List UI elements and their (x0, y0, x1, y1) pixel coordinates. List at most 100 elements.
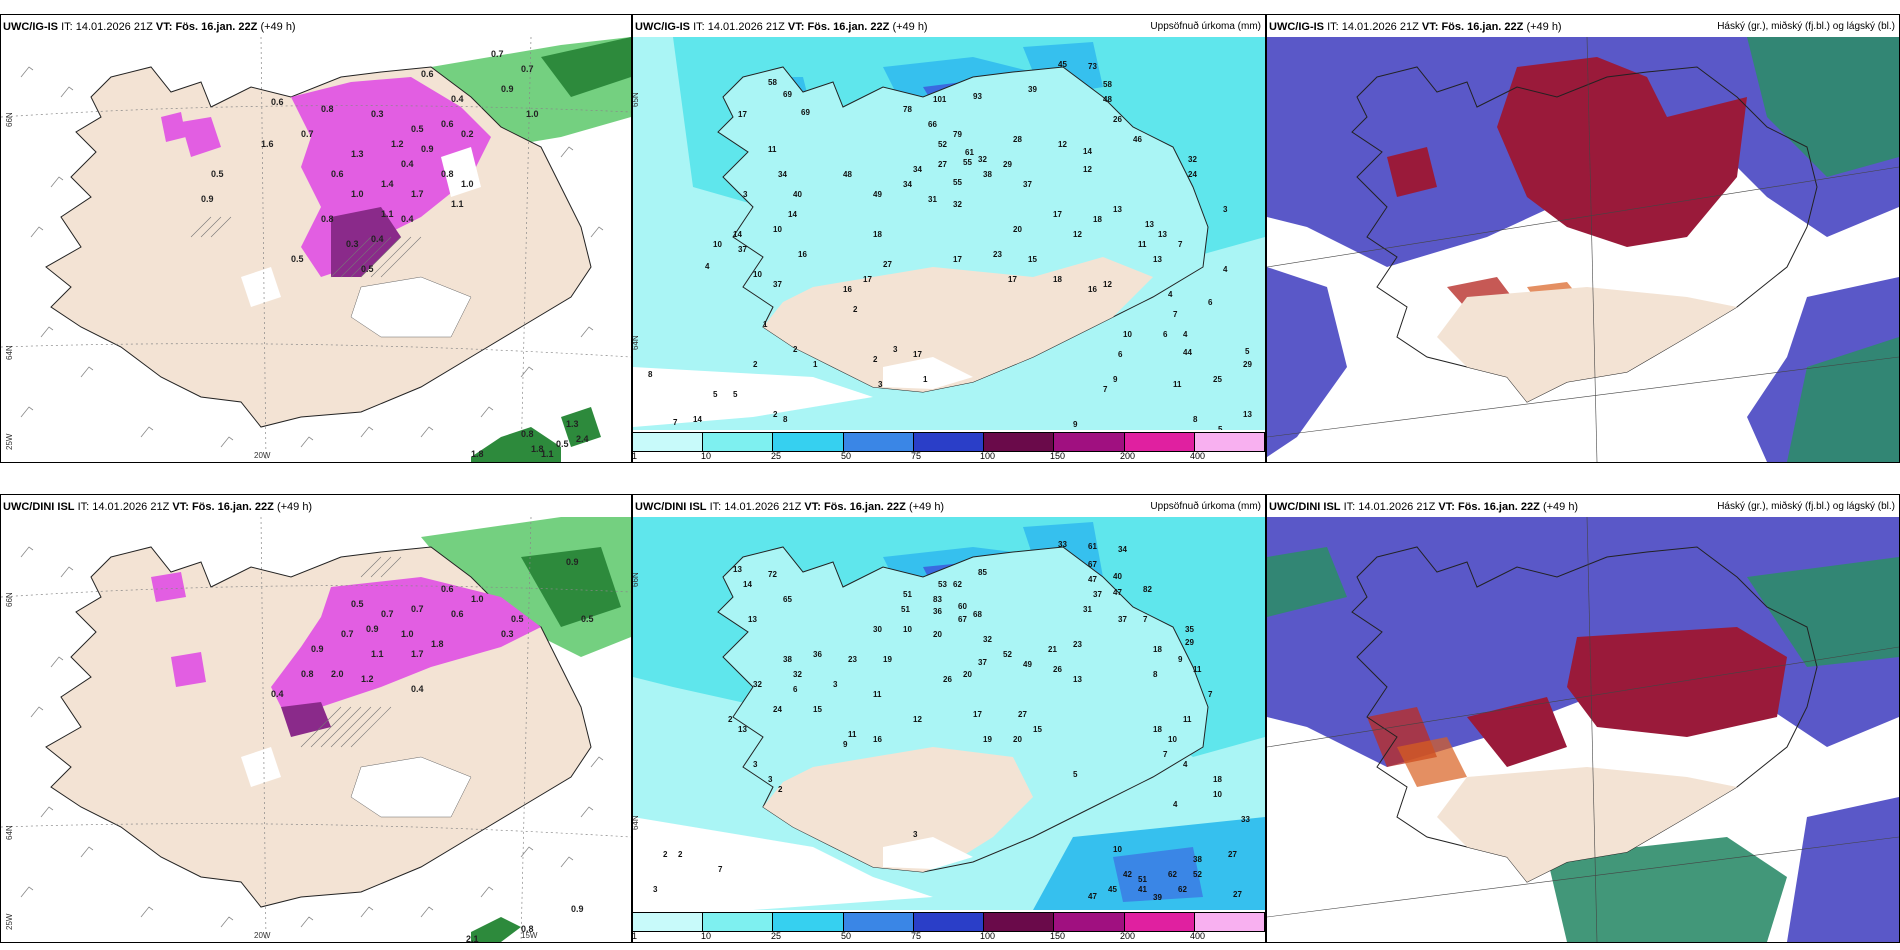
svg-text:73: 73 (1088, 62, 1097, 71)
svg-text:12: 12 (1073, 230, 1082, 239)
svg-text:47: 47 (1088, 892, 1097, 901)
svg-text:3: 3 (743, 190, 748, 199)
panel-title: UWC/IG-IS IT: 14.01.2026 21Z VT: Fös. 16… (635, 21, 928, 33)
svg-text:7: 7 (1208, 690, 1213, 699)
lon-label-25w: 25W (5, 433, 14, 450)
svg-text:6: 6 (1208, 298, 1213, 307)
svg-text:61: 61 (965, 148, 974, 157)
lat-label-66n: 66N (5, 592, 14, 607)
svg-text:2.4: 2.4 (576, 434, 589, 444)
svg-text:33: 33 (1058, 540, 1067, 549)
svg-text:36: 36 (813, 650, 822, 659)
svg-text:27: 27 (938, 160, 947, 169)
panel-top-middle-precip: UWC/IG-IS IT: 14.01.2026 21Z VT: Fös. 16… (632, 14, 1266, 463)
svg-text:0.8: 0.8 (321, 104, 334, 114)
svg-text:0.4: 0.4 (401, 214, 414, 224)
svg-text:1.0: 1.0 (351, 189, 364, 199)
svg-text:61: 61 (1088, 542, 1097, 551)
svg-text:13: 13 (1153, 255, 1162, 264)
svg-text:36: 36 (933, 607, 942, 616)
svg-text:55: 55 (963, 158, 972, 167)
colorbar-tick: 150 (1050, 451, 1066, 461)
svg-text:60: 60 (958, 602, 967, 611)
svg-text:7: 7 (1143, 615, 1148, 624)
map-clouds (1267, 517, 1899, 942)
svg-text:1: 1 (923, 375, 928, 384)
svg-text:2.0: 2.0 (331, 669, 344, 679)
svg-text:32: 32 (1188, 155, 1197, 164)
svg-text:45: 45 (1058, 60, 1067, 69)
svg-text:6: 6 (1118, 350, 1123, 359)
svg-text:29: 29 (1185, 638, 1194, 647)
svg-text:18: 18 (873, 230, 882, 239)
svg-text:16: 16 (1088, 285, 1097, 294)
svg-text:0.4: 0.4 (271, 689, 284, 699)
svg-text:0.7: 0.7 (301, 129, 314, 139)
svg-text:13: 13 (1158, 230, 1167, 239)
svg-text:65: 65 (783, 595, 792, 604)
svg-text:79: 79 (953, 130, 962, 139)
svg-text:3: 3 (1223, 205, 1228, 214)
svg-text:34: 34 (903, 180, 912, 189)
svg-text:10: 10 (1168, 735, 1177, 744)
colorbar-cell (1194, 913, 1265, 931)
svg-text:1.1: 1.1 (371, 649, 384, 659)
svg-text:9: 9 (843, 740, 848, 749)
svg-text:4: 4 (1183, 760, 1188, 769)
svg-text:17: 17 (913, 350, 922, 359)
svg-text:11: 11 (848, 730, 857, 739)
svg-text:11: 11 (768, 145, 777, 154)
svg-text:11: 11 (1173, 380, 1182, 389)
colorbar-tick: 1 (632, 931, 638, 941)
panel-top-left-snow-wind: UWC/IG-IS IT: 14.01.2026 21Z VT: Fös. 16… (0, 14, 632, 463)
svg-text:31: 31 (928, 195, 937, 204)
svg-text:49: 49 (873, 190, 882, 199)
svg-text:0.9: 0.9 (311, 644, 324, 654)
svg-text:7: 7 (718, 865, 723, 874)
svg-text:32: 32 (793, 670, 802, 679)
lon-label-25w: 25W (5, 913, 14, 930)
svg-text:12: 12 (1103, 280, 1112, 289)
svg-text:15: 15 (813, 705, 822, 714)
colorbar-cell (984, 913, 1055, 931)
svg-text:0.8: 0.8 (301, 669, 314, 679)
svg-text:0.3: 0.3 (501, 629, 514, 639)
svg-text:0.8: 0.8 (441, 169, 454, 179)
svg-text:0.6: 0.6 (331, 169, 344, 179)
colorbar-tick: 25 (771, 931, 782, 941)
panel-bottom-middle-precip: UWC/DINI ISL IT: 14.01.2026 21Z VT: Fös.… (632, 494, 1266, 943)
svg-text:0.5: 0.5 (361, 264, 374, 274)
svg-text:4: 4 (705, 262, 710, 271)
svg-text:25: 25 (1213, 375, 1222, 384)
map-snow-wind: 0.7 0.7 0.6 0.9 1.0 0.4 0.6 0.6 0.8 0.3 … (1, 37, 631, 462)
svg-text:23: 23 (993, 250, 1002, 259)
colorbar-cells (633, 432, 1265, 452)
colorbar-cell (1124, 433, 1195, 451)
svg-text:4: 4 (1168, 290, 1173, 299)
svg-text:37: 37 (738, 245, 747, 254)
svg-text:0.9: 0.9 (571, 904, 584, 914)
svg-text:2: 2 (853, 305, 858, 314)
svg-text:58: 58 (768, 78, 777, 87)
svg-text:16: 16 (843, 285, 852, 294)
svg-text:69: 69 (783, 90, 792, 99)
svg-text:37: 37 (978, 658, 987, 667)
svg-text:42: 42 (1123, 870, 1132, 879)
svg-text:72: 72 (768, 570, 777, 579)
svg-text:44: 44 (1183, 348, 1192, 357)
svg-text:10: 10 (753, 270, 762, 279)
svg-text:17: 17 (863, 275, 872, 284)
svg-text:8: 8 (1193, 415, 1198, 424)
colorbar-cell (984, 433, 1055, 451)
colorbar-cell (913, 913, 985, 931)
svg-text:93: 93 (973, 92, 982, 101)
svg-text:8: 8 (783, 415, 788, 424)
svg-text:9: 9 (1178, 655, 1183, 664)
svg-text:0.7: 0.7 (491, 49, 504, 59)
svg-text:51: 51 (901, 605, 910, 614)
lat-label-64n: 64N (632, 335, 640, 350)
svg-text:20: 20 (933, 630, 942, 639)
colorbar-tick: 10 (701, 451, 712, 461)
colorbar-cell (843, 913, 914, 931)
colorbar-tick: 100 (980, 931, 996, 941)
